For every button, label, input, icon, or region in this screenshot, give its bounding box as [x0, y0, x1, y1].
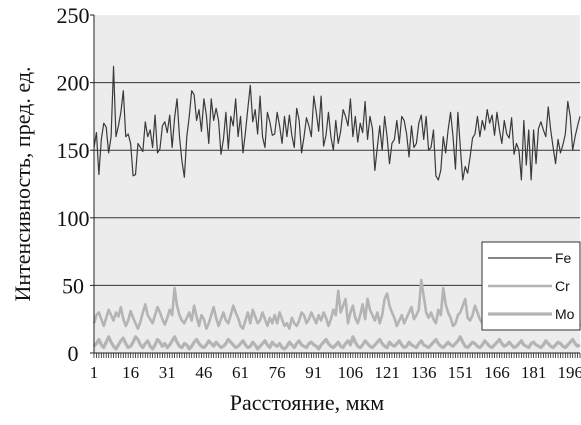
axes: [90, 14, 581, 358]
x-tick-label: 16: [122, 363, 139, 382]
legend-label-mo: Mo: [555, 306, 575, 322]
x-tick-label: 91: [305, 363, 322, 382]
x-tick-labels: 1 16 31 46 61 76 91 106 121 136 151 166 181 196: [90, 363, 581, 382]
y-axis-label: Интенсивность, пред. ед.: [10, 66, 35, 301]
x-tick-label: 46: [195, 363, 212, 382]
y-tick-label: 0: [68, 341, 79, 366]
x-tick-label: 166: [484, 363, 510, 382]
x-axis-label: Расстояние, мкм: [230, 390, 384, 415]
y-tick-label: 250: [57, 3, 90, 28]
y-tick-label: 200: [57, 71, 90, 96]
x-tick-label: 121: [374, 363, 400, 382]
y-tick-labels: 0 50 100 150 200 250: [57, 3, 90, 366]
x-tick-label: 181: [521, 363, 547, 382]
x-tick-label: 106: [338, 363, 364, 382]
legend-label-fe: Fe: [555, 250, 572, 266]
x-tick-label: 151: [448, 363, 474, 382]
x-tick-label: 136: [411, 363, 437, 382]
legend: Fe Cr Mo: [481, 241, 581, 331]
x-tick-label: 1: [90, 363, 99, 382]
x-tick-label: 76: [269, 363, 286, 382]
y-tick-label: 150: [57, 138, 90, 163]
x-tick-label: 31: [159, 363, 176, 382]
x-tick-label: 61: [232, 363, 249, 382]
series-line-fe: [93, 65, 581, 181]
y-tick-label: 100: [57, 206, 90, 231]
y-tick-label: 50: [62, 273, 84, 298]
series-line-mo: [92, 335, 581, 351]
legend-label-cr: Cr: [555, 278, 570, 294]
x-tick-label: 196: [557, 363, 581, 382]
